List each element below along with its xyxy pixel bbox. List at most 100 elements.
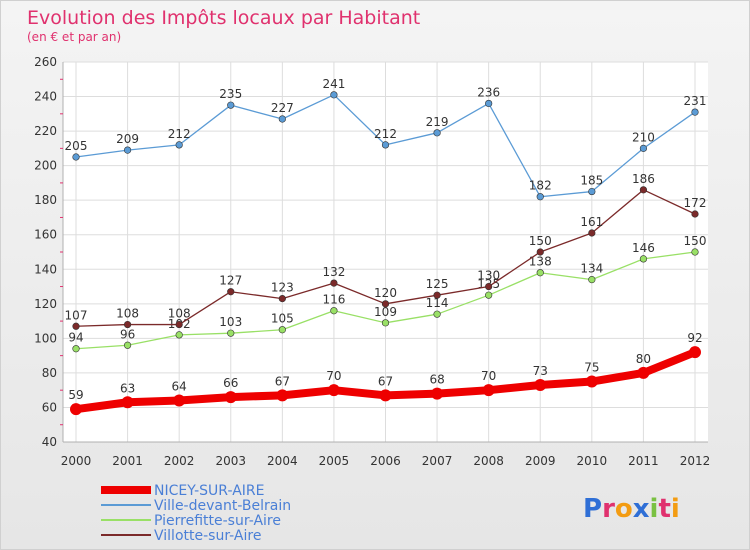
- x-tick-label: 2007: [422, 454, 453, 468]
- y-tick-label: 260: [34, 55, 57, 69]
- data-label: 80: [636, 352, 651, 366]
- data-label: 120: [374, 286, 397, 300]
- data-label: 150: [684, 234, 707, 248]
- data-label: 209: [116, 132, 139, 146]
- data-label: 107: [65, 308, 88, 322]
- data-point: [691, 248, 699, 256]
- data-point: [433, 291, 441, 299]
- data-point: [70, 403, 82, 416]
- logo-letter: x: [633, 494, 650, 524]
- data-label: 67: [378, 374, 393, 388]
- data-point: [381, 319, 390, 327]
- data-point: [585, 375, 598, 388]
- x-tick-label: 2011: [628, 454, 659, 468]
- x-tick-label: 2002: [164, 454, 195, 468]
- y-tick-label: 200: [34, 159, 57, 173]
- data-label: 227: [271, 101, 294, 115]
- data-label: 103: [219, 315, 242, 329]
- data-point: [278, 295, 286, 303]
- data-label: 70: [481, 369, 496, 383]
- data-point: [588, 187, 596, 196]
- data-point: [431, 387, 444, 400]
- y-tick-label: 60: [42, 400, 57, 414]
- data-label: 105: [271, 312, 294, 326]
- data-label: 236: [477, 85, 500, 99]
- data-point: [691, 108, 699, 116]
- data-label: 150: [529, 234, 552, 248]
- logo-letter: P: [583, 494, 602, 524]
- data-label: 130: [477, 269, 500, 283]
- chart-subtitle: (en € et par an): [27, 30, 121, 44]
- y-tick-label: 160: [34, 228, 57, 242]
- data-point: [123, 341, 132, 349]
- data-point: [381, 300, 390, 308]
- data-point: [534, 379, 547, 391]
- logo-letter: r: [602, 494, 615, 524]
- data-label: 109: [374, 305, 397, 319]
- data-point: [175, 320, 183, 329]
- data-point: [482, 384, 495, 397]
- data-label: 73: [533, 364, 548, 378]
- x-tick-label: 2009: [525, 454, 556, 468]
- data-label: 172: [684, 196, 707, 210]
- chart-title: Evolution des Impôts locaux par Habitant: [27, 7, 420, 29]
- data-label: 231: [684, 94, 707, 108]
- y-tick-label: 140: [34, 262, 57, 276]
- data-point: [123, 146, 132, 154]
- data-label: 212: [168, 127, 191, 141]
- data-point: [72, 345, 80, 353]
- data-label: 70: [326, 369, 341, 383]
- data-label: 127: [219, 274, 242, 288]
- x-tick-label: 2001: [112, 454, 143, 468]
- x-tick-label: 2005: [319, 454, 350, 468]
- data-point: [327, 384, 340, 397]
- data-point: [276, 389, 289, 402]
- data-point: [72, 322, 80, 330]
- data-label: 75: [584, 361, 599, 375]
- y-tick-label: 220: [34, 124, 57, 138]
- y-tick-label: 120: [34, 297, 57, 311]
- data-label: 63: [120, 381, 135, 395]
- data-label: 219: [426, 115, 449, 129]
- data-point: [224, 391, 237, 404]
- data-point: [433, 310, 441, 318]
- logo-letter: i: [671, 494, 680, 524]
- legend-label-2: Pierrefitte-sur-Aire: [154, 513, 281, 529]
- data-label: 185: [580, 174, 603, 188]
- y-tick-label: 80: [42, 366, 57, 380]
- logo-letter: o: [615, 494, 633, 524]
- data-label: 66: [223, 376, 238, 390]
- x-tick-label: 2012: [680, 454, 711, 468]
- data-label: 210: [632, 130, 655, 144]
- x-tick-label: 2000: [61, 454, 92, 468]
- data-label: 132: [322, 265, 345, 279]
- data-point: [637, 366, 650, 379]
- data-label: 182: [529, 179, 552, 193]
- data-point: [485, 282, 493, 291]
- data-point: [433, 129, 441, 137]
- data-point: [536, 269, 544, 277]
- data-label: 134: [580, 262, 603, 276]
- data-point: [691, 210, 699, 218]
- y-tick-label: 240: [34, 90, 57, 104]
- data-point: [485, 291, 493, 299]
- data-point: [381, 141, 390, 149]
- data-point: [278, 326, 286, 334]
- y-tick-label: 100: [34, 331, 57, 345]
- legend-label-3: Villotte-sur-Aire: [154, 528, 261, 544]
- y-tick-label: 180: [34, 193, 57, 207]
- data-label: 212: [374, 127, 397, 141]
- data-label: 94: [68, 331, 83, 345]
- data-label: 116: [322, 293, 345, 307]
- x-tick-label: 2004: [267, 454, 298, 468]
- data-point: [330, 91, 338, 99]
- legend-label-0: NICEY-SUR-AIRE: [154, 483, 264, 499]
- data-label: 161: [580, 215, 603, 229]
- data-label: 205: [65, 139, 88, 153]
- data-label: 123: [271, 281, 294, 295]
- data-point: [123, 320, 132, 329]
- data-point: [536, 193, 544, 201]
- proxiti-logo: Proxiti: [583, 494, 680, 524]
